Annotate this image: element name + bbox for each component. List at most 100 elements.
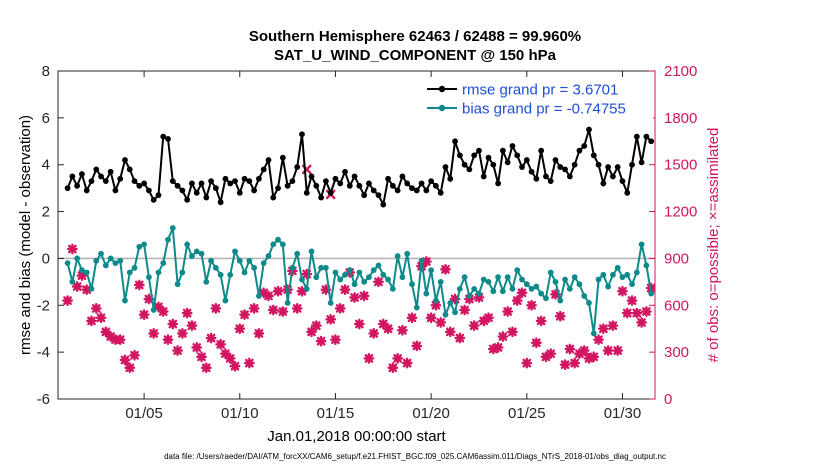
x-tick-label: 01/05 xyxy=(125,405,163,422)
bias-point xyxy=(0,237,3,243)
bias-point xyxy=(485,278,492,285)
rmse-point xyxy=(236,189,243,196)
rmse-point xyxy=(165,136,171,142)
obs-possible-marker xyxy=(176,328,188,339)
bias-point xyxy=(169,225,176,231)
rmse-point xyxy=(169,178,176,185)
obs-possible-marker xyxy=(330,334,341,346)
chart-title: Southern Hemisphere 62463 / 62488 = 99.9… xyxy=(248,28,582,45)
obs-possible-marker xyxy=(382,323,394,335)
bias-point xyxy=(633,269,640,276)
rmse-point xyxy=(404,180,411,187)
rmse-point xyxy=(433,182,439,189)
bias-point xyxy=(308,248,315,255)
bias-point xyxy=(409,281,415,288)
obs-possible-marker xyxy=(66,243,78,255)
obs-possible-marker xyxy=(191,342,203,353)
bias-point xyxy=(222,297,229,304)
obs-possible-marker xyxy=(315,335,327,347)
x-tick-label: 01/25 xyxy=(508,405,546,422)
rmse-point xyxy=(179,187,186,194)
obs-possible-marker xyxy=(95,312,107,324)
obs-possible-marker xyxy=(554,310,566,322)
rmse-point xyxy=(528,168,535,175)
rmse-point xyxy=(327,189,334,196)
bias-point xyxy=(337,276,344,283)
bias-point xyxy=(0,277,3,283)
rmse-point xyxy=(246,178,253,185)
bias-point xyxy=(643,262,650,269)
rmse-point xyxy=(117,175,124,182)
bias-point xyxy=(351,281,358,288)
rmse-point xyxy=(413,187,420,194)
obs-possible-marker xyxy=(349,292,360,303)
rmse-point xyxy=(480,173,487,180)
bias-point xyxy=(571,274,578,281)
bias-point xyxy=(499,288,506,295)
bias-point xyxy=(136,243,143,250)
bias-point xyxy=(0,270,3,276)
x-tick-label: 01/30 xyxy=(604,405,642,422)
rmse-point xyxy=(452,138,458,145)
obs-possible-marker xyxy=(516,287,528,299)
bias-point xyxy=(217,271,224,278)
bias-point xyxy=(0,246,3,252)
bias-point xyxy=(562,276,568,283)
obs-possible-marker xyxy=(430,299,442,311)
rmse-point xyxy=(471,152,478,159)
obs-possible-marker xyxy=(454,332,466,344)
obs-possible-marker xyxy=(511,295,523,306)
bias-point xyxy=(145,274,152,281)
bias-point xyxy=(193,248,200,255)
obs-possible-marker xyxy=(411,340,423,352)
obs-possible-marker xyxy=(334,303,346,314)
rmse-point xyxy=(346,182,353,189)
bias-point xyxy=(303,285,310,292)
rmse-point xyxy=(342,168,348,175)
obs-possible-marker xyxy=(258,287,270,299)
rmse-point xyxy=(538,147,545,154)
rmse-point xyxy=(0,141,3,147)
obs-possible-marker xyxy=(200,362,212,374)
obs-possible-marker xyxy=(291,303,303,314)
obs-possible-marker xyxy=(507,326,518,338)
obs-possible-marker xyxy=(267,304,279,316)
bias-point xyxy=(289,264,296,271)
bias-point xyxy=(629,281,635,288)
bias-point xyxy=(581,293,588,299)
obs-possible-marker xyxy=(277,306,289,317)
rmse-point xyxy=(322,178,329,185)
bias-point xyxy=(0,241,3,247)
bias-point xyxy=(232,248,238,255)
bias-point xyxy=(69,278,76,285)
y-tick-label: 2 xyxy=(42,204,50,221)
obs-possible-marker xyxy=(368,328,380,339)
obs-possible-marker xyxy=(602,345,614,356)
bias-point xyxy=(404,250,411,257)
y2-axis-label: # of obs: o=possible; ×=assimilated xyxy=(705,128,722,363)
rmse-point xyxy=(93,166,100,173)
bias-point xyxy=(394,253,401,259)
bias-point xyxy=(466,293,473,299)
bias-point xyxy=(98,250,104,257)
y2-tick-label: 1200 xyxy=(664,204,697,221)
bias-point xyxy=(543,295,549,302)
y2-tick-label: 2100 xyxy=(664,63,697,80)
obs-possible-marker xyxy=(234,323,246,335)
rmse-point xyxy=(122,157,128,163)
bias-point xyxy=(380,271,387,278)
obs-possible-marker xyxy=(502,306,514,317)
rmse-point xyxy=(241,175,248,182)
rmse-point xyxy=(131,178,138,185)
bias-point xyxy=(270,241,277,248)
obs-possible-marker xyxy=(483,312,494,324)
bias-point xyxy=(452,309,458,316)
bias-point xyxy=(117,257,124,264)
rmse-point xyxy=(0,152,3,158)
rmse-point xyxy=(198,180,205,187)
rmse-point xyxy=(504,159,511,166)
bias-point xyxy=(428,267,435,274)
bias-point xyxy=(533,283,540,290)
rmse-point xyxy=(308,173,315,180)
rmse-point xyxy=(260,166,267,173)
